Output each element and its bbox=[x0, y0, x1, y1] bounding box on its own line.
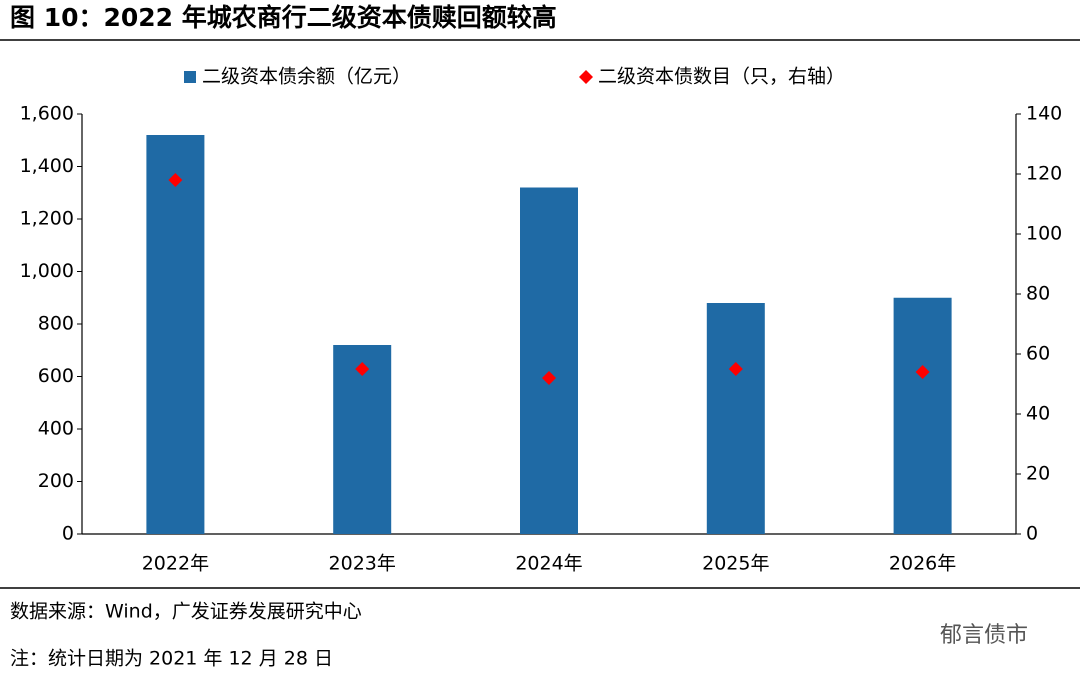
y-tick-label: 1,600 bbox=[20, 103, 74, 125]
y-tick-label: 600 bbox=[38, 365, 74, 387]
y2-tick-label: 20 bbox=[1026, 463, 1050, 485]
bar bbox=[146, 135, 205, 534]
source: 数据来源：Wind，广发证券发展研究中心 bbox=[10, 601, 362, 623]
x-tick-label: 2023年 bbox=[329, 553, 396, 575]
x-tick-label: 2022年 bbox=[142, 553, 209, 575]
legend-label: 二级资本债数目（只，右轴） bbox=[598, 66, 845, 88]
watermark: 郁言债市 bbox=[940, 623, 1028, 648]
bar bbox=[706, 303, 765, 534]
legend-swatch bbox=[579, 70, 593, 84]
point bbox=[728, 362, 743, 376]
x-tick-label: 2025年 bbox=[702, 553, 769, 575]
y-tick-label: 400 bbox=[38, 418, 74, 440]
point bbox=[168, 173, 183, 187]
y-tick-label: 1,200 bbox=[20, 208, 74, 230]
y-tick-label: 800 bbox=[38, 313, 74, 335]
y-tick-label: 1,400 bbox=[20, 155, 74, 177]
bar bbox=[893, 297, 952, 534]
y-tick-label: 1,000 bbox=[20, 260, 74, 282]
bar bbox=[520, 187, 578, 534]
chart-title: 图 10：2022 年城农商行二级资本债赎回额较高 bbox=[10, 3, 557, 32]
y2-tick-label: 0 bbox=[1026, 523, 1038, 545]
x-tick-label: 2026年 bbox=[889, 553, 956, 575]
note: 注：统计日期为 2021 年 12 月 28 日 bbox=[10, 648, 333, 670]
y2-tick-label: 60 bbox=[1026, 343, 1050, 365]
point bbox=[542, 371, 556, 385]
y2-tick-label: 40 bbox=[1026, 403, 1050, 425]
legend-label: 二级资本债余额（亿元） bbox=[202, 66, 411, 88]
bar bbox=[333, 345, 392, 534]
y2-tick-label: 140 bbox=[1026, 103, 1062, 125]
y2-tick-label: 120 bbox=[1026, 163, 1062, 185]
y2-tick-label: 100 bbox=[1026, 223, 1062, 245]
y2-tick-label: 80 bbox=[1026, 283, 1050, 305]
y-tick-label: 0 bbox=[62, 523, 74, 545]
legend-swatch bbox=[184, 71, 196, 83]
point bbox=[915, 365, 930, 379]
y-tick-label: 200 bbox=[38, 470, 74, 492]
x-tick-label: 2024年 bbox=[515, 553, 582, 575]
point bbox=[355, 362, 370, 376]
